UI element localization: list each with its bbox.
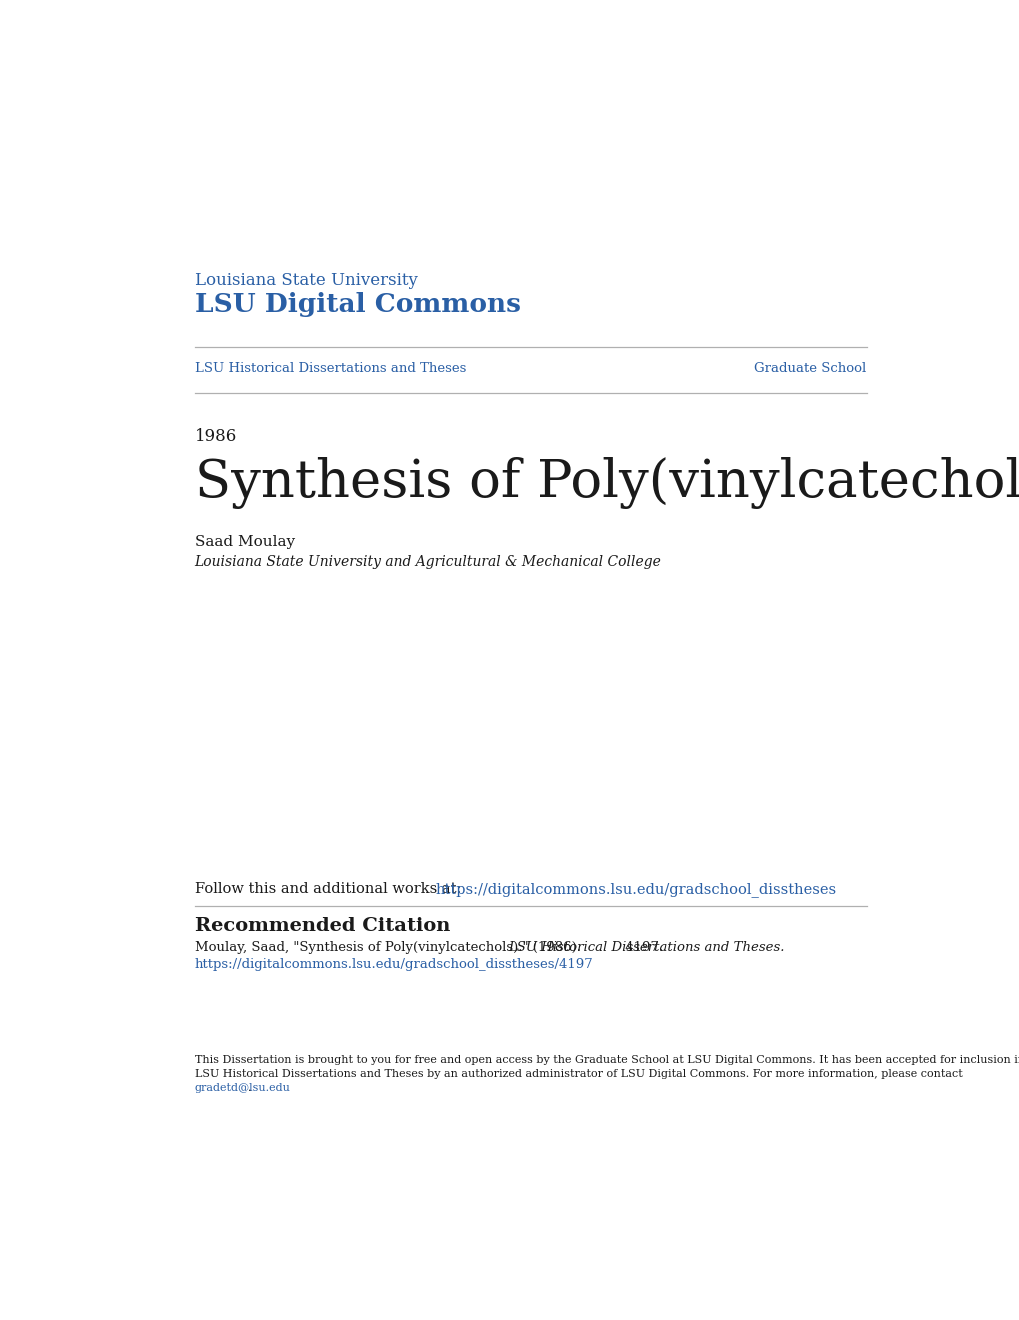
Text: https://digitalcommons.lsu.edu/gradschool_disstheses/4197: https://digitalcommons.lsu.edu/gradschoo… [195, 958, 593, 972]
Text: Louisiana State University and Agricultural & Mechanical College: Louisiana State University and Agricultu… [195, 554, 661, 569]
Text: LSU Historical Dissertations and Theses by an authorized administrator of LSU Di: LSU Historical Dissertations and Theses … [195, 1069, 962, 1078]
Text: Saad Moulay: Saad Moulay [195, 536, 294, 549]
Text: Follow this and additional works at:: Follow this and additional works at: [195, 882, 466, 896]
Text: LSU Digital Commons: LSU Digital Commons [195, 292, 520, 317]
Text: Synthesis of Poly(vinylcatechols).: Synthesis of Poly(vinylcatechols). [195, 457, 1019, 510]
Text: Louisiana State University: Louisiana State University [195, 272, 417, 289]
Text: https://digitalcommons.lsu.edu/gradschool_disstheses: https://digitalcommons.lsu.edu/gradschoo… [435, 882, 837, 898]
Text: LSU Historical Dissertations and Theses: LSU Historical Dissertations and Theses [195, 362, 466, 375]
Text: 1986: 1986 [195, 428, 236, 445]
Text: gradetd@lsu.edu: gradetd@lsu.edu [195, 1084, 290, 1093]
Text: This Dissertation is brought to you for free and open access by the Graduate Sch: This Dissertation is brought to you for … [195, 1055, 1019, 1065]
Text: LSU Historical Dissertations and Theses.: LSU Historical Dissertations and Theses. [508, 941, 785, 954]
Text: 4197.: 4197. [621, 941, 662, 954]
Text: Moulay, Saad, "Synthesis of Poly(vinylcatechols)." (1986).: Moulay, Saad, "Synthesis of Poly(vinylca… [195, 941, 584, 954]
Text: Recommended Citation: Recommended Citation [195, 916, 449, 935]
Text: .: . [249, 1084, 252, 1093]
Text: Graduate School: Graduate School [754, 362, 866, 375]
